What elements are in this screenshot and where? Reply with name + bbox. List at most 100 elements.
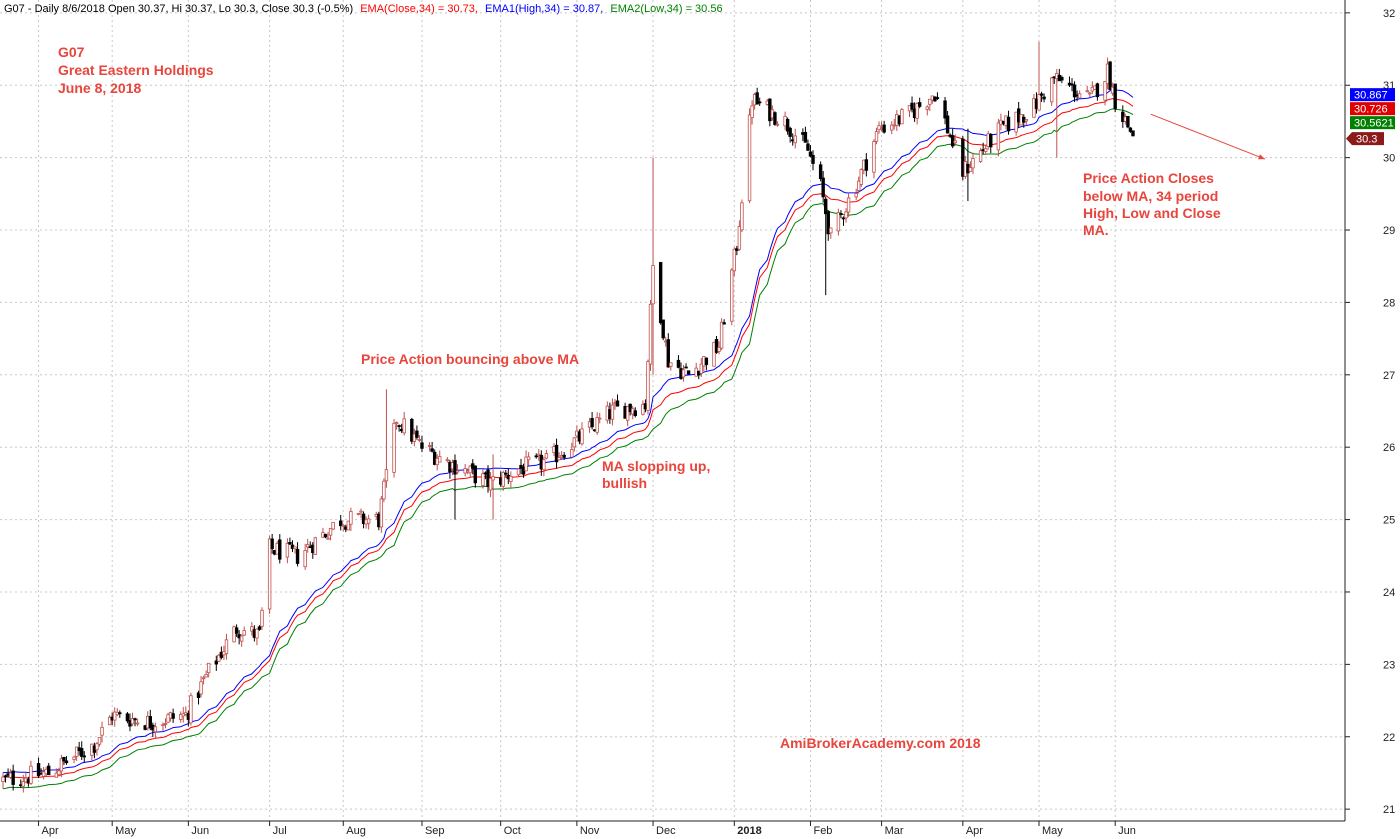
candle-body [47, 765, 51, 776]
candle-body [806, 143, 810, 151]
candle-body [453, 460, 457, 475]
x-tick-label: Jul [273, 825, 287, 837]
candle-body [1, 776, 5, 782]
candle-body [394, 422, 399, 424]
candle-body [420, 442, 424, 449]
candle-body [542, 459, 546, 471]
candle-body [722, 322, 726, 325]
candle-body [455, 470, 460, 473]
candle-body [803, 131, 808, 143]
annotation-closes-line2: below MA, 34 period [1083, 188, 1218, 204]
x-tick-label: Apr [966, 825, 983, 837]
candle-body [163, 723, 168, 725]
ema-low-line [2, 108, 1134, 790]
candle-body [1126, 115, 1130, 128]
candle-body [214, 660, 218, 665]
candle-body [872, 141, 876, 173]
candle-body [945, 115, 950, 134]
badge-ema-high [1350, 88, 1395, 102]
candle-body [917, 102, 922, 107]
candle-body [62, 756, 66, 762]
candle-body [1042, 96, 1046, 100]
grid [0, 0, 1345, 821]
candle-body [171, 713, 175, 719]
candle-body [1088, 92, 1092, 95]
candle-body [326, 537, 330, 540]
candle-body [661, 319, 665, 339]
candle-body [882, 124, 886, 133]
candle-body [379, 498, 384, 528]
candle-body [415, 430, 419, 438]
x-axis-ticks: Apr May Jun Jul Aug Sep Oct Nov Dec 2018 Feb Mar Apr… [38, 821, 1136, 837]
candle-body [824, 198, 828, 215]
x-tick-label: Mar [885, 825, 904, 837]
candle-body [928, 98, 932, 105]
badge-ema-high-label: 30.867 [1354, 90, 1388, 102]
candle-body [130, 718, 135, 725]
candle-body [285, 543, 290, 558]
candle-body [331, 521, 335, 530]
candle-body [1128, 127, 1133, 132]
candle-body [1095, 83, 1100, 98]
candle-body [57, 770, 61, 776]
candle-body [267, 538, 272, 610]
candle-body [554, 444, 559, 463]
x-tick-label: May [1042, 825, 1063, 837]
ema-high-line [2, 89, 1134, 774]
x-tick-label: 2018 [737, 825, 761, 837]
badge-ema-close-label: 30.726 [1354, 104, 1388, 116]
candle-body [633, 410, 637, 416]
annotation-slope-line2: bullish [602, 475, 647, 491]
x-tick-label: Feb [813, 825, 832, 837]
candle-body [107, 716, 112, 726]
candle-body [1037, 94, 1041, 111]
candle-body [971, 158, 975, 169]
x-tick-label: Jun [191, 825, 209, 837]
candle-body [204, 674, 208, 678]
ema-close-line [3, 98, 1134, 779]
candle-body [509, 475, 513, 482]
annotation-bounce: Price Action bouncing above MA [361, 351, 579, 367]
candle-body [943, 100, 947, 119]
candle-body [704, 357, 709, 365]
candle-body [808, 151, 813, 157]
annotation-closes-line1: Price Action Closes [1083, 170, 1214, 186]
candle-body [757, 101, 762, 104]
candle-body [740, 202, 744, 231]
annotation-slope-line1: MA slopping up, [602, 458, 710, 474]
candle-body [925, 106, 929, 110]
x-tick-label: Nov [580, 825, 600, 837]
candle-body [341, 524, 345, 527]
candle-body [1070, 83, 1074, 86]
candle-body [641, 403, 645, 415]
candle-body [773, 112, 777, 125]
candle-body [133, 718, 137, 721]
y-tick-label: 28 [1383, 297, 1395, 309]
candle-body [59, 758, 64, 772]
candle-body [430, 448, 434, 452]
candle-body [989, 133, 993, 148]
x-tick-label: Dec [656, 825, 676, 837]
candle-body [257, 626, 262, 630]
candle-body [821, 177, 825, 198]
candle-body [41, 771, 46, 777]
candle-body [968, 167, 973, 172]
candle-body [206, 662, 211, 674]
candle-body [95, 743, 99, 751]
candle-body [557, 457, 561, 461]
candle-body [468, 465, 472, 474]
candle-body [72, 756, 76, 760]
candle-body [595, 417, 599, 433]
candle-body [1024, 119, 1029, 122]
candle-body [996, 122, 1001, 151]
y-tick-label: 25 [1383, 515, 1395, 527]
candle-body [590, 417, 594, 428]
candle-body [983, 148, 988, 152]
candle-body [877, 125, 881, 131]
candle-body [846, 197, 851, 213]
candle-body [232, 626, 236, 643]
candle-body [54, 772, 59, 778]
candle-body [788, 127, 792, 137]
x-tick-label: Aug [346, 825, 366, 837]
